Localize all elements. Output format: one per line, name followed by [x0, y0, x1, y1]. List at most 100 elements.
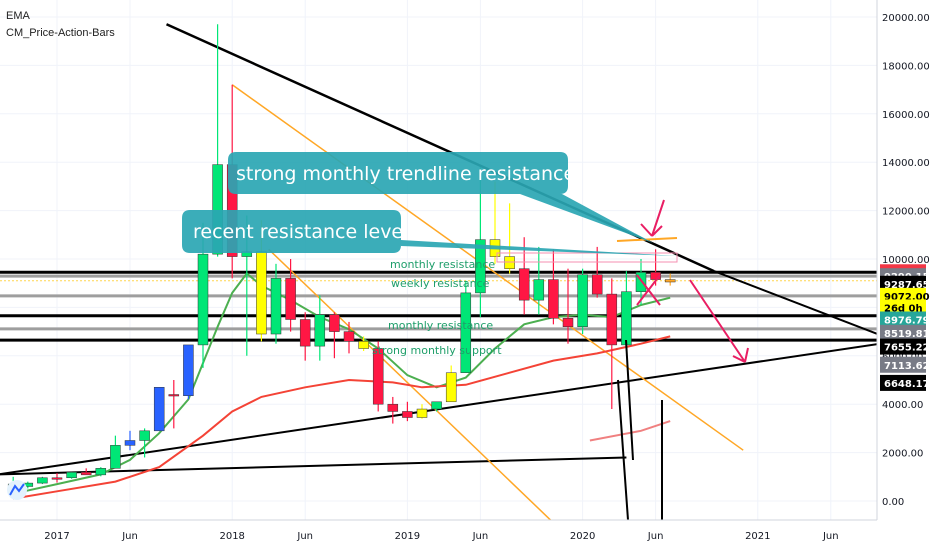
- price-tag-2: 9287.65: [880, 275, 930, 292]
- candle-body-12: [183, 344, 194, 396]
- candle-40: [591, 246, 603, 298]
- pink-arrow-right-down: [689, 279, 749, 363]
- price-tick-label: 10000.00: [882, 255, 930, 266]
- price-tag-6: 8519.81: [880, 324, 930, 341]
- level-labels: monthly resistance weekly resistance mon…: [372, 258, 502, 357]
- time-tick-label: Jun: [472, 531, 489, 542]
- candle-body-2: [37, 477, 48, 484]
- price-tick-label: 14000.00: [882, 158, 930, 169]
- indicator-ema[interactable]: EMA: [6, 10, 30, 22]
- candle-21: [314, 295, 326, 361]
- candle-body-41: [606, 293, 618, 346]
- pink-range-box: [496, 252, 678, 263]
- candle-body-38: [562, 318, 574, 328]
- candle-6: [95, 467, 107, 477]
- time-tick-label: 2018: [219, 531, 244, 542]
- level-label-monthly-resistance-2: monthly resistance: [388, 319, 493, 332]
- level-label-monthly-resistance-1: monthly resistance: [390, 258, 495, 271]
- price-tick-label: 12000.00: [882, 207, 930, 218]
- candle-34: [504, 203, 515, 274]
- candle-5: [80, 468, 92, 476]
- time-tick-label: 2017: [44, 531, 69, 542]
- candle-body-18: [270, 278, 282, 335]
- time-tick-label: 2021: [745, 531, 770, 542]
- price-tag-8: 7113.62: [880, 356, 930, 373]
- time-axis-background: [0, 520, 932, 550]
- candle-4: [66, 471, 77, 479]
- candle-41: [606, 278, 618, 410]
- candle-body-10: [153, 387, 165, 432]
- trendline-1: [0, 340, 897, 476]
- level-label-weekly-resistance: weekly resistance: [391, 277, 490, 290]
- time-axis[interactable]: 2017 Jun 2018 Jun 2019 Jun 2020 Jun 2021 Jun: [44, 531, 838, 542]
- candle-body-11: [168, 394, 180, 397]
- candle-body-9: [139, 430, 150, 441]
- candle-25: [372, 341, 384, 412]
- price-tag-label-7: 7655.22: [884, 343, 930, 354]
- time-tick-label: 2019: [395, 531, 420, 542]
- price-tick-label: 0.00: [882, 497, 904, 508]
- candle-28: [416, 404, 428, 419]
- time-tick-label: Jun: [647, 531, 664, 542]
- candle-body-39: [577, 274, 588, 328]
- time-tick-label: Jun: [296, 531, 313, 542]
- candle-body-23: [343, 331, 355, 342]
- ema-line-2: [589, 420, 671, 442]
- price-tag-label-3: 9072.00: [884, 292, 930, 303]
- black-wick-drawing: [617, 339, 663, 521]
- candle-body-17: [256, 251, 267, 335]
- ema-line-1: [13, 335, 671, 500]
- price-tag-9: 6648.17: [880, 374, 930, 391]
- price-tag-bg-9: [880, 374, 926, 391]
- candle-29: [431, 401, 442, 412]
- candle-body-24: [358, 341, 369, 349]
- candle-38: [562, 268, 574, 344]
- callout-trendline-resistance[interactable]: strong monthly trendline resistance: [228, 152, 653, 243]
- time-tick-label: 2020: [570, 531, 595, 542]
- candle-body-7: [110, 445, 121, 469]
- candle-30: [445, 365, 457, 403]
- candle-36: [533, 246, 545, 315]
- price-tag-bg-6: [880, 324, 926, 341]
- candle-26: [387, 396, 399, 424]
- orange-mark: [616, 237, 678, 242]
- candle-8: [124, 430, 136, 451]
- candle-body-45: [664, 279, 676, 283]
- candle-body-19: [285, 278, 296, 320]
- candle-body-35: [518, 268, 530, 301]
- candle-body-6: [95, 468, 107, 476]
- candle-19: [285, 259, 296, 332]
- candle-body-14: [212, 164, 223, 255]
- price-tag-label-5: 8976.79: [884, 316, 930, 327]
- candle-24: [358, 336, 369, 351]
- indicator-cm-price-action-bars[interactable]: CM_Price-Action-Bars: [6, 27, 115, 39]
- trendline-4: [231, 84, 744, 451]
- candle-body-31: [460, 292, 472, 373]
- price-tag-bg-8: [880, 356, 926, 373]
- price-tag-label-6: 8519.81: [884, 329, 930, 340]
- price-tick-label: 20000.00: [882, 13, 930, 24]
- price-tick-label: 16000.00: [882, 110, 930, 121]
- candle-body-8: [124, 440, 136, 446]
- candle-body-3: [51, 477, 63, 480]
- candle-42: [621, 271, 632, 351]
- candle-23: [343, 321, 355, 354]
- drawing-marks: [496, 199, 749, 521]
- price-tag-bg-7: [880, 338, 926, 355]
- candle-27: [402, 401, 413, 422]
- candle-body-37: [548, 279, 559, 319]
- level-label-strong-monthly-support: strong monthly support: [372, 344, 502, 357]
- tradingview-logo-icon: [7, 480, 27, 500]
- callout-recent-resistance[interactable]: recent resistance level: [182, 210, 678, 256]
- candle-body-34: [504, 256, 515, 269]
- candle-22: [329, 312, 340, 359]
- candle-11: [168, 380, 180, 429]
- candle-3: [51, 473, 63, 483]
- candle-body-20: [299, 319, 311, 347]
- price-tag-7: 7655.22: [880, 338, 930, 355]
- candle-body-5: [80, 471, 92, 476]
- price-tag-label-4: 26d 0h: [884, 303, 923, 314]
- candle-body-27: [402, 411, 413, 418]
